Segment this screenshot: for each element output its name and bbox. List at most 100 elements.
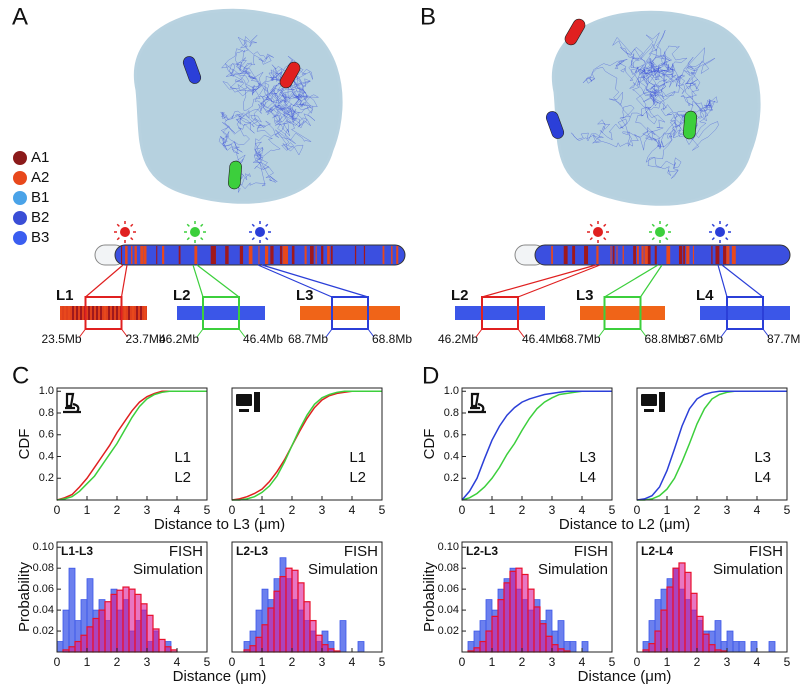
zoom-line [604,264,659,298]
locus-band-stripe [136,306,138,320]
y-tick-label: 0.4 [444,450,459,462]
marker-ray [725,237,729,241]
chromosome-band [225,246,229,264]
simulation-bar [539,623,547,653]
locus-band-stripe [76,306,78,320]
x-axis-label: Distance to L3 (μm) [154,516,285,533]
chromosome-band [731,246,736,264]
simulation-bar [551,644,559,653]
computer-icon [239,409,249,412]
simulation-bar [249,645,257,653]
legend-entry: Simulation [133,561,203,578]
chromosome-band [315,246,317,264]
locus-band-stripe [124,306,126,320]
zoom-line [261,264,369,298]
locus-band-stripe [144,306,146,320]
plot-frame [636,387,788,501]
marker-ray [711,223,715,227]
simulation-bar [291,569,299,653]
simulation-bar [648,643,656,653]
x-tick-label: 4 [579,503,586,517]
simulation-bar [261,624,269,653]
legend-swatch [13,151,27,165]
chromosome-band [683,246,686,264]
x-tick-label: 1 [489,503,496,517]
marker-ray [711,237,715,241]
simulation-bar [80,634,88,653]
legend-swatch [13,191,27,205]
marker-ray [130,237,134,241]
chromosome-band [692,246,695,264]
x-tick-label: 4 [579,655,586,669]
fish-bar [56,641,64,653]
x-tick-label: 1 [489,655,496,669]
computer-icon [644,409,654,412]
legend-swatch [13,171,27,185]
chromatin-surface [551,10,761,206]
legend-entry: Simulation [538,561,608,578]
plot-frame [231,387,383,501]
zoom-tick [598,328,605,338]
locus-band-stripe [92,306,94,320]
x-tick-label: 5 [204,655,211,669]
simulation-bar [654,630,662,653]
marker-ray [589,237,593,241]
chart-title: L2-L3 [236,544,268,558]
x-tick-label: 1 [664,503,671,517]
zoom-tick [475,328,483,338]
legend-swatch [13,211,27,225]
chromosome-band [121,246,123,264]
y-tick-label: 0.08 [438,562,459,574]
legend-entry: L3 [579,449,596,466]
chromosome-band [678,246,683,264]
chromosome-band [654,246,657,264]
x-tick-label: 2 [114,503,121,517]
simulation-bar [479,640,487,653]
y-tick-label: 0.02 [33,625,54,637]
locus-band-stripe [112,306,114,320]
simulation-bar [533,606,541,653]
locus-band-stripe [64,306,66,320]
x-tick-label: 5 [609,503,616,517]
y-tick-label: 0.6 [444,429,459,441]
y-tick-label: 0.06 [438,583,459,595]
cdf-line [232,390,382,501]
marker-ray [665,237,669,241]
marker-ray [651,237,655,241]
chromatin-fiber [571,30,719,179]
x-tick-label: 0 [229,503,236,517]
simulation-bar [122,586,130,653]
locus-band-stripe [140,306,142,320]
y-tick-label: 0.2 [39,472,54,484]
legend-entry: Simulation [713,561,783,578]
chromosome-band [666,246,671,264]
locus-band-stripe [116,306,118,320]
simulation-bar [321,644,329,653]
marker-ray [589,223,593,227]
x-tick-label: 2 [694,655,701,669]
locus-name: L3 [296,287,314,304]
x-tick-label: 2 [289,503,296,517]
legend-swatch [13,231,27,245]
locus-capsule [228,160,242,190]
y-tick-label: 0.04 [33,604,54,616]
cdf-line [56,390,207,501]
simulation-bar [134,593,142,653]
marker-ray [116,237,120,241]
zoom-tick [640,328,647,338]
marker-ray [186,223,190,227]
x-tick-label: 2 [694,503,701,517]
locus-end: 46.4Mb [522,332,562,346]
zoom-line [120,264,128,298]
chromosome-band [210,246,214,264]
chromosome-band [279,246,283,264]
zoom-tick [196,328,204,338]
marker-ray [251,237,255,241]
fish-bar [738,641,746,653]
fish-bar [557,620,565,653]
simulation-bar [267,607,275,653]
chromatin-fiber [218,35,319,193]
x-tick-label: 5 [609,655,616,669]
legend-entry: FISH [344,543,378,560]
plot-frame [461,387,613,501]
